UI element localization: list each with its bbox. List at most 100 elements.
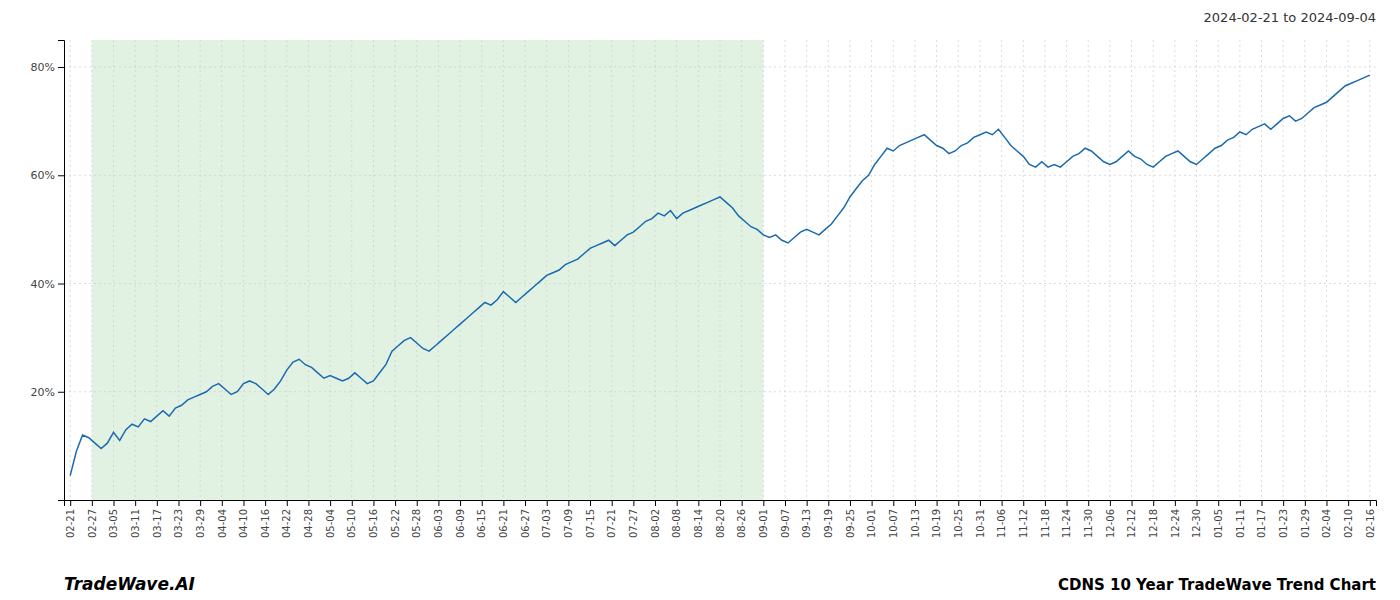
tick-mark — [200, 500, 201, 506]
tick: 08-08 — [671, 500, 682, 538]
tick-label: 06-21 — [498, 509, 509, 538]
line — [70, 75, 1370, 475]
grid-line — [1044, 40, 1045, 500]
grid-line — [676, 40, 677, 500]
tick: 10-19 — [931, 500, 942, 538]
tick-mark — [828, 500, 829, 506]
tick: 08-14 — [693, 500, 704, 538]
grid-line — [893, 40, 894, 500]
tick-label: 11-30 — [1083, 509, 1094, 538]
grid-line — [438, 40, 439, 500]
tick-mark — [58, 67, 64, 68]
tick-label: 04-04 — [217, 509, 228, 538]
tick-label: 11-24 — [1061, 509, 1072, 538]
tick: 80% — [31, 61, 64, 74]
tick: 60% — [31, 169, 64, 182]
tick: 03-17 — [152, 500, 163, 538]
tick: 20% — [31, 386, 64, 399]
grid-line — [1023, 40, 1024, 500]
grid-line — [64, 175, 1376, 176]
tick-label: 02-16 — [1365, 509, 1376, 538]
tick-label: 40% — [31, 278, 55, 291]
tick-label: 03-23 — [173, 509, 184, 538]
tick: 04-28 — [303, 500, 314, 538]
tick-label: 08-08 — [671, 509, 682, 538]
tick-label: 04-28 — [303, 509, 314, 538]
grid-line — [64, 391, 1376, 392]
tick: 07-27 — [628, 500, 639, 538]
tick-label: 05-10 — [346, 509, 357, 538]
tick-label: 10-07 — [888, 509, 899, 538]
grid-line — [1196, 40, 1197, 500]
tick-mark — [287, 500, 288, 506]
tick-label: 11-18 — [1040, 509, 1051, 538]
grid-line — [741, 40, 742, 500]
tick-mark — [157, 500, 158, 506]
grid-line — [1174, 40, 1175, 500]
tick: 03-05 — [108, 500, 119, 538]
grid-line — [698, 40, 699, 500]
tick-label: 12-30 — [1191, 509, 1202, 538]
tick-label: 01-23 — [1278, 509, 1289, 538]
tick-mark — [243, 500, 244, 506]
tick: 06-21 — [498, 500, 509, 538]
tick-mark — [1023, 500, 1024, 506]
tick-label: 02-04 — [1321, 509, 1332, 538]
grid-line — [1001, 40, 1002, 500]
tick-label: 04-10 — [238, 509, 249, 538]
tick: 40% — [31, 278, 64, 291]
y-axis: 20% 40% 60% 80% — [31, 41, 65, 501]
tick-label: 08-26 — [736, 509, 747, 538]
grid-line — [64, 283, 1376, 284]
tick: 02-04 — [1321, 500, 1332, 538]
tick: 11-24 — [1061, 500, 1072, 538]
tick-mark — [525, 500, 526, 506]
line-layer — [70, 75, 1370, 475]
tick-label: 06-09 — [455, 509, 466, 538]
tick-mark — [1002, 500, 1003, 506]
grid-line — [1131, 40, 1132, 500]
grid-line — [611, 40, 612, 500]
tick-mark — [807, 500, 808, 506]
tick-label: 11-06 — [996, 509, 1007, 538]
tick-mark — [58, 175, 64, 176]
grid-line — [351, 40, 352, 500]
tick-label: 02-10 — [1343, 509, 1354, 538]
tick-label: 04-22 — [281, 509, 292, 538]
grid-line — [460, 40, 461, 500]
tick-mark — [698, 500, 699, 506]
grid-line — [1088, 40, 1089, 500]
tick-mark — [980, 500, 981, 506]
tick: 11-30 — [1083, 500, 1094, 538]
tick-mark — [1326, 500, 1327, 506]
chart: 02-2102-2703-0503-1103-1703-2303-2904-04… — [0, 0, 1400, 600]
tick-mark — [742, 500, 743, 506]
tick: 07-03 — [541, 500, 552, 538]
tick: 12-24 — [1170, 500, 1181, 538]
tick-label: 02-27 — [87, 509, 98, 538]
grid-line — [1218, 40, 1219, 500]
grid-line — [395, 40, 396, 500]
tick-mark — [590, 500, 591, 506]
tick-mark — [92, 500, 93, 506]
grid-line — [958, 40, 959, 500]
tick: 03-29 — [195, 500, 206, 538]
grid-line — [525, 40, 526, 500]
tick-label: 12-18 — [1148, 509, 1159, 538]
grid — [64, 40, 1376, 500]
tick-label: 10-13 — [910, 509, 921, 538]
tick: 08-26 — [736, 500, 747, 538]
shaded-span — [92, 40, 763, 500]
tick-label: 07-03 — [541, 509, 552, 538]
grid-line — [655, 40, 656, 500]
tick: 06-27 — [520, 500, 531, 538]
tick-label: 01-05 — [1213, 509, 1224, 538]
tick: 12-30 — [1191, 500, 1202, 538]
tick: 10-01 — [866, 500, 877, 538]
tick-mark — [1088, 500, 1089, 506]
tick-label: 10-25 — [953, 509, 964, 538]
tick-mark — [482, 500, 483, 506]
tick-mark — [352, 500, 353, 506]
grid-line — [373, 40, 374, 500]
tick-mark — [1305, 500, 1306, 506]
